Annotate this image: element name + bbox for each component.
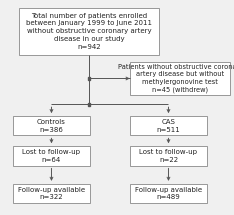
Text: Lost to follow-up
n=22: Lost to follow-up n=22 [139,149,197,163]
Text: Lost to follow-up
n=64: Lost to follow-up n=64 [22,149,80,163]
FancyBboxPatch shape [130,184,207,203]
Text: Follow-up available
n=322: Follow-up available n=322 [18,187,85,200]
Text: CAS
n=511: CAS n=511 [157,119,180,133]
Bar [88,103,90,106]
Text: Total number of patients enrolled
between January 1999 to June 2011
without obst: Total number of patients enrolled betwee… [26,13,152,50]
FancyBboxPatch shape [130,116,207,135]
FancyBboxPatch shape [130,62,230,95]
Text: Controls
n=386: Controls n=386 [37,119,66,133]
Text: Follow-up available
n=489: Follow-up available n=489 [135,187,202,200]
FancyBboxPatch shape [13,116,90,135]
FancyBboxPatch shape [13,146,90,166]
Bar [88,77,90,80]
Text: Patients without obstructive coronary
artery disease but without
methylergonovin: Patients without obstructive coronary ar… [117,64,234,93]
FancyBboxPatch shape [19,8,159,55]
FancyBboxPatch shape [13,184,90,203]
FancyBboxPatch shape [130,146,207,166]
